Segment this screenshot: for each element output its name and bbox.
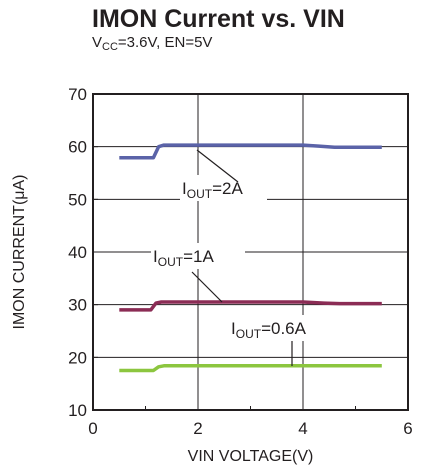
series-label: IOUT=0.6A — [231, 319, 307, 341]
series-label-prefix: I — [231, 319, 236, 338]
series-label-leader — [196, 149, 239, 183]
series-label: IOUT=1A — [153, 247, 214, 269]
series-label-background — [180, 175, 267, 201]
x-tick-label: 6 — [403, 419, 412, 438]
series-label-leader — [191, 271, 223, 303]
series-label-subscript: OUT — [187, 187, 213, 201]
y-tick-label: 70 — [68, 85, 87, 104]
x-axis-label: VIN VOLTAGE(V) — [188, 448, 314, 465]
subtitle-v: V — [92, 34, 103, 51]
series-label-prefix: I — [182, 179, 187, 198]
y-tick-label: 30 — [68, 296, 87, 315]
series-label-prefix: I — [153, 247, 158, 266]
y-tick-label: 50 — [68, 190, 87, 209]
series-label-value: =1A — [183, 247, 214, 266]
series-label-subscript: OUT — [236, 327, 262, 341]
series-label-value: =2A — [212, 179, 243, 198]
series-line — [119, 143, 382, 160]
series-label-background — [229, 315, 351, 341]
plot-frame — [92, 93, 409, 411]
y-tick-label: 40 — [68, 243, 87, 262]
subtitle-conditions: =3.6V, EN=5V — [117, 34, 213, 51]
series-label-value: =0.6A — [261, 319, 307, 338]
y-tick-label: 10 — [68, 401, 87, 420]
chart-subtitle: VCC=3.6V, EN=5V — [92, 34, 213, 53]
series-label: IOUT=2A — [182, 179, 243, 201]
y-tick-label: 60 — [68, 138, 87, 157]
series-label-background — [151, 243, 245, 269]
grid — [92, 93, 409, 411]
series-line — [119, 300, 382, 312]
series-group — [119, 143, 382, 373]
tick-labels: 10 20 30 40 50 60 70 0 2 4 6 — [68, 85, 413, 438]
series-line — [119, 364, 382, 373]
y-tick-label: 20 — [68, 348, 87, 367]
series-label-subscript: OUT — [158, 255, 184, 269]
chart-title: IMON Current vs. VIN — [92, 5, 345, 33]
x-tick-label: 4 — [298, 419, 307, 438]
x-tick-label: 2 — [193, 419, 202, 438]
subtitle-v-sub: CC — [102, 41, 118, 53]
x-tick-label: 0 — [88, 419, 97, 438]
